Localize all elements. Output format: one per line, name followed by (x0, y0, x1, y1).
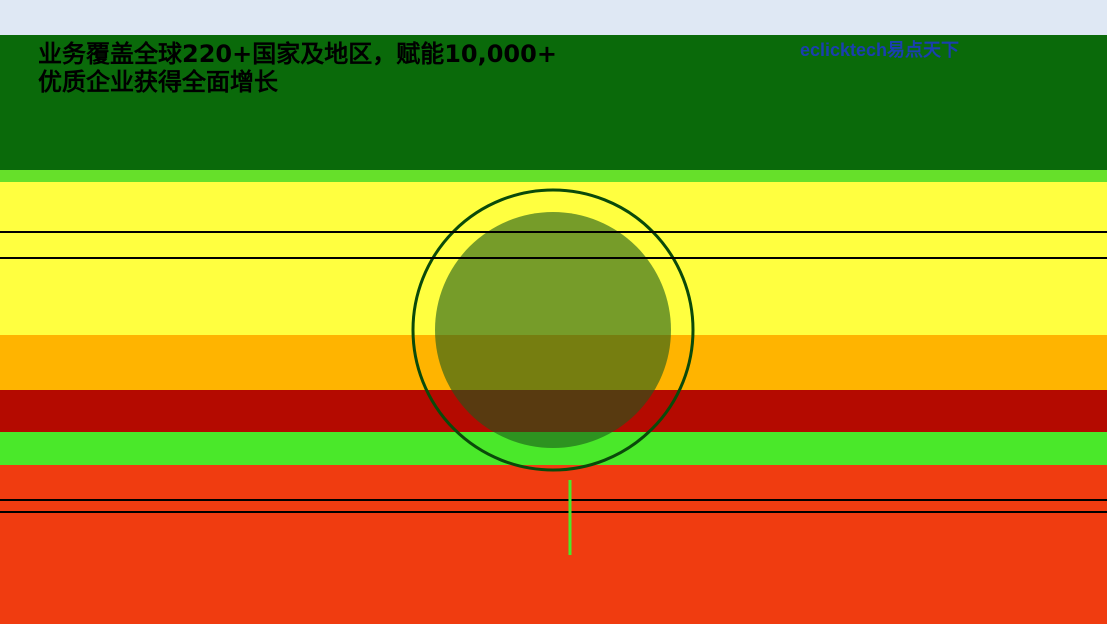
band (0, 35, 1107, 170)
globe-ring (411, 188, 695, 472)
band (0, 170, 1107, 182)
title: 业务覆盖全球220+国家及地区，赋能10,000+ (38, 40, 557, 68)
title: 优质企业获得全面增长 (38, 68, 278, 96)
logo: eclicktech易点天下 (800, 40, 960, 60)
band (0, 0, 1107, 35)
globe (435, 212, 671, 448)
band (0, 465, 1107, 624)
